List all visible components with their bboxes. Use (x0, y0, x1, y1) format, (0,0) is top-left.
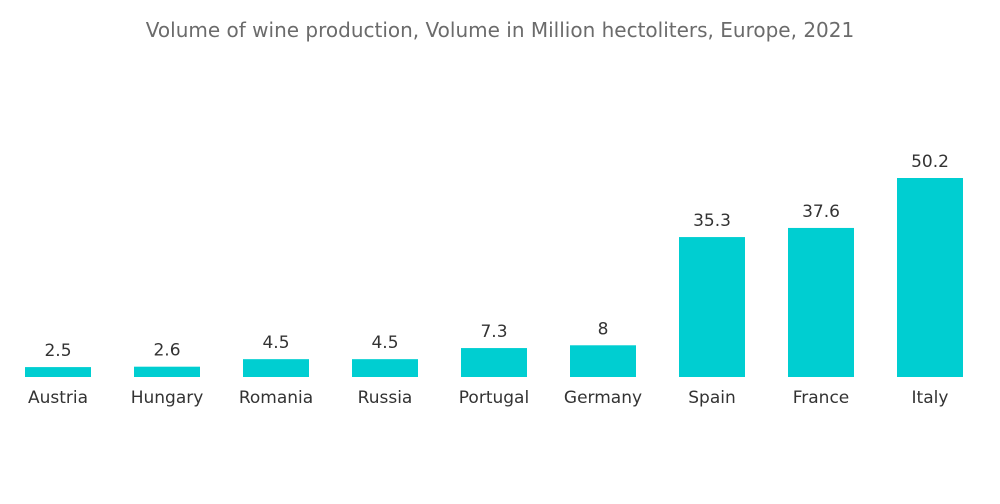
value-label-romania: 4.5 (262, 333, 289, 353)
bar-portugal (461, 348, 527, 377)
category-label-germany: Germany (564, 388, 642, 408)
value-label-russia: 4.5 (371, 333, 398, 353)
value-label-germany: 8 (598, 319, 609, 339)
value-label-france: 37.6 (802, 202, 840, 222)
bar-hungary (134, 366, 200, 377)
value-label-spain: 35.3 (693, 211, 731, 231)
value-label-austria: 2.5 (44, 341, 71, 361)
category-label-portugal: Portugal (459, 388, 529, 408)
category-label-spain: Spain (688, 388, 736, 408)
bar-spain (679, 237, 745, 377)
bar-italy (897, 178, 963, 377)
category-label-austria: Austria (28, 388, 88, 408)
chart-title: Volume of wine production, Volume in Mil… (145, 18, 855, 42)
category-label-france: France (793, 388, 850, 408)
category-label-hungary: Hungary (131, 388, 204, 408)
category-label-russia: Russia (358, 388, 413, 408)
bar-germany (570, 345, 636, 377)
value-label-hungary: 2.6 (153, 341, 180, 361)
bar-russia (352, 359, 418, 377)
bar-austria (25, 367, 91, 377)
bar-romania (243, 359, 309, 377)
category-label-italy: Italy (912, 388, 949, 408)
value-label-portugal: 7.3 (480, 322, 507, 342)
value-label-italy: 50.2 (911, 152, 949, 172)
bar-france (788, 227, 854, 377)
category-label-romania: Romania (239, 388, 313, 408)
